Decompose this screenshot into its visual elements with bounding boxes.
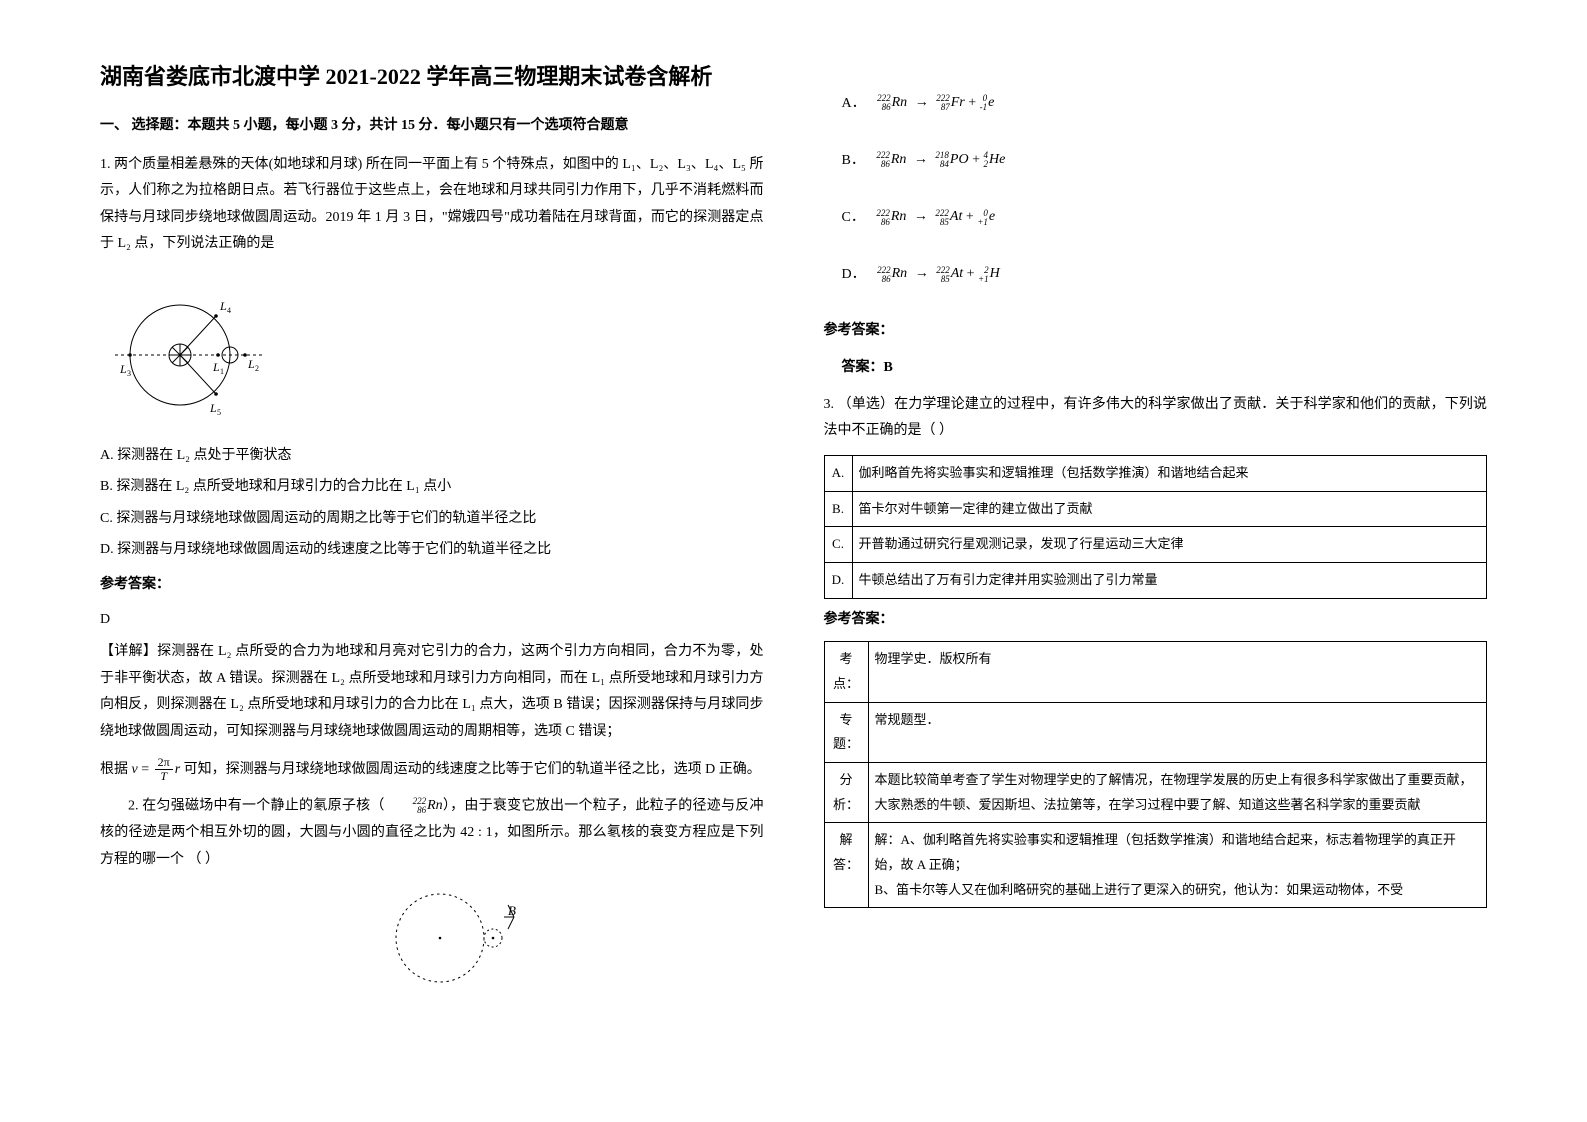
row-label: 考点： [824, 642, 868, 702]
q3-analysis-table: 考点： 物理学史．版权所有 专题： 常规题型． 分析： 本题比较简单考查了学生对… [824, 641, 1488, 908]
option-text: 伽利略首先将实验事实和逻辑推理（包括数学推演）和谐地结合起来 [852, 455, 1487, 491]
table-row: 专题： 常规题型． [824, 702, 1487, 762]
q1-text: 1. 两个质量相差悬殊的天体(如地球和月球) 所在同一平面上有 5 个特殊点，如… [100, 152, 764, 258]
q1-answer: D [100, 607, 764, 634]
q3-options-table: A. 伽利略首先将实验事实和逻辑推理（包括数学推演）和谐地结合起来 B. 笛卡尔… [824, 455, 1488, 599]
table-row: C. 开普勒通过研究行星观测记录，发现了行星运动三大定律 [824, 527, 1487, 563]
option-letter: A. [824, 455, 852, 491]
svg-text:5: 5 [217, 408, 221, 417]
row-content: 物理学史．版权所有 [868, 642, 1487, 702]
svg-text:L: L [247, 357, 255, 371]
q1-option-c: C. 探测器与月球绕地球做圆周运动的周期之比等于它们的轨道半径之比 [100, 506, 764, 533]
row-label: 专题： [824, 702, 868, 762]
option-text: 牛顿总结出了万有引力定律并用实验测出了引力常量 [852, 562, 1487, 598]
velocity-formula: v = 2πTr [132, 756, 181, 784]
svg-text:4: 4 [227, 306, 231, 315]
q2-option-a: A． 22286Rn → 22287Fr + 0-1e [842, 90, 1488, 117]
row-content: 常规题型． [868, 702, 1487, 762]
svg-text:L: L [219, 299, 227, 313]
table-row: A. 伽利略首先将实验事实和逻辑推理（包括数学推演）和谐地结合起来 [824, 455, 1487, 491]
right-column: A． 22286Rn → 22287Fr + 0-1e B． 22286Rn →… [824, 60, 1488, 1003]
table-row: 考点： 物理学史．版权所有 [824, 642, 1487, 702]
page-title: 湖南省娄底市北渡中学 2021-2022 学年高三物理期末试卷含解析 [100, 60, 764, 93]
svg-text:L: L [212, 360, 220, 374]
table-row: 分析： 本题比较简单考查了学生对物理学史的了解情况，在物理学发展的历史上有很多科… [824, 762, 1487, 822]
svg-text:L: L [209, 401, 217, 415]
left-column: 湖南省娄底市北渡中学 2021-2022 学年高三物理期末试卷含解析 一、 选择… [100, 60, 764, 1003]
option-text: 笛卡尔对牛顿第一定律的建立做出了贡献 [852, 491, 1487, 527]
row-content: 解：A、伽利略首先将实验事实和逻辑推理（包括数学推演）和谐地结合起来，标志着物理… [868, 823, 1487, 908]
table-row: 解答： 解：A、伽利略首先将实验事实和逻辑推理（包括数学推演）和谐地结合起来，标… [824, 823, 1487, 908]
q1-answer-label: 参考答案： [100, 572, 764, 599]
svg-text:B: B [508, 903, 516, 918]
q1-explanation-1: 【详解】探测器在 L₂ 点所受的合力为地球和月亮对它引力的合力，这两个引力方向相… [100, 639, 764, 745]
q2-option-c: C． 22286Rn → 22285At + 0+1e [842, 204, 1488, 231]
q3-answer-label: 参考答案： [824, 607, 1488, 634]
svg-text:3: 3 [127, 369, 131, 378]
q1-explanation-2: 根据 v = 2πTr 可知，探测器与月球绕地球做圆周运动的线速度之比等于它们的… [100, 756, 764, 784]
q1-option-d: D. 探测器与月球绕地球做圆周运动的线速度之比等于它们的轨道半径之比 [100, 537, 764, 564]
decay-diagram: B [380, 883, 530, 993]
option-letter: B. [824, 491, 852, 527]
q2-answer: 答案：B [842, 355, 1488, 382]
q1-option-b: B. 探测器在 L₂ 点所受地球和月球引力的合力比在 L₁ 点小 [100, 474, 764, 501]
table-row: D. 牛顿总结出了万有引力定律并用实验测出了引力常量 [824, 562, 1487, 598]
q2-answer-label: 参考答案： [824, 318, 1488, 345]
q2-text: 2. 在匀强磁场中有一个静止的氡原子核（22286Rn），由于衰变它放出一个粒子… [100, 793, 764, 873]
svg-text:1: 1 [220, 367, 224, 376]
section-heading: 一、 选择题：本题共 5 小题，每小题 3 分，共计 15 分．每小题只有一个选… [100, 113, 764, 140]
row-content: 本题比较简单考查了学生对物理学史的了解情况，在物理学发展的历史上有很多科学家做出… [868, 762, 1487, 822]
svg-text:2: 2 [255, 364, 259, 373]
option-letter: C. [824, 527, 852, 563]
row-label: 分析： [824, 762, 868, 822]
option-text: 开普勒通过研究行星观测记录，发现了行星运动三大定律 [852, 527, 1487, 563]
option-letter: D. [824, 562, 852, 598]
q3-text: 3. （单选）在力学理论建立的过程中，有许多伟大的科学家做出了贡献．关于科学家和… [824, 392, 1488, 445]
q1-option-a: A. 探测器在 L₂ 点处于平衡状态 [100, 443, 764, 470]
lagrange-diagram: L1 L2 L3 L4 L5 [110, 280, 290, 420]
q2-option-d: D． 22286Rn → 22285At + 2+1H [842, 261, 1488, 288]
row-label: 解答： [824, 823, 868, 908]
svg-text:L: L [119, 362, 127, 376]
q2-option-b: B． 22286Rn → 21884PO + 42He [842, 147, 1488, 174]
table-row: B. 笛卡尔对牛顿第一定律的建立做出了贡献 [824, 491, 1487, 527]
